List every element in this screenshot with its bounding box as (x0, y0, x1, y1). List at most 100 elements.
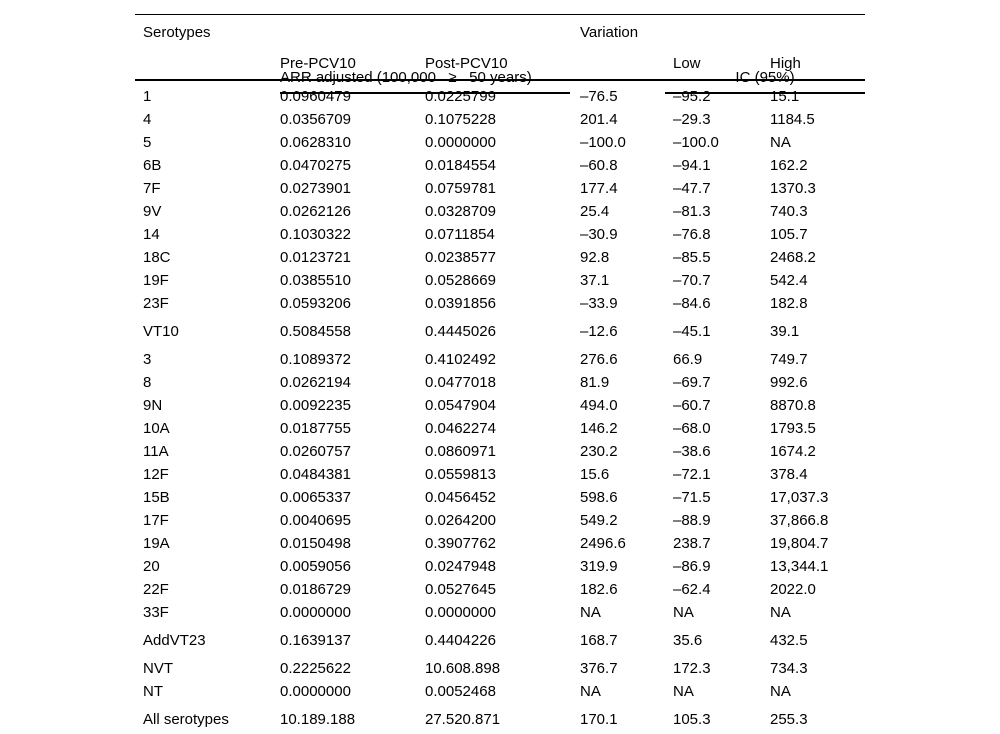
cell-post: 0.0527645 (425, 581, 496, 598)
cell-high: 1184.5 (770, 111, 815, 128)
cell-post: 0.0759781 (425, 180, 496, 197)
cell-low: –84.6 (673, 295, 711, 312)
header-arr-group-label: ARR adjusted (100,000 ≥ 50 years) (280, 69, 532, 86)
header-variation: Variation (580, 17, 673, 48)
subheader-post-pcv10: Post-PCV10 (425, 55, 508, 72)
cell-high: 1674.2 (770, 443, 816, 460)
cell-serotype: NT (143, 683, 163, 700)
cell-post: 0.4102492 (425, 351, 496, 368)
cell-pre: 0.0065337 (280, 489, 351, 506)
cell-high: 15.1 (770, 88, 800, 105)
header-variation-label: Variation (580, 24, 639, 41)
table-row: 12F 0.0484381 0.0559813 15.6 –72.1 378.4 (135, 463, 865, 486)
cell-variation: 177.4 (580, 180, 618, 197)
cell-variation: 25.4 (580, 203, 610, 220)
cell-variation: 81.9 (580, 374, 610, 391)
cell-high: 37,866.8 (770, 512, 829, 529)
cell-post: 0.0528669 (425, 272, 496, 289)
cell-variation: 15.6 (580, 466, 610, 483)
cell-serotype: 19F (143, 272, 169, 289)
cell-variation: 146.2 (580, 420, 618, 437)
cell-variation: 276.6 (580, 351, 618, 368)
cell-pre: 0.0186729 (280, 581, 351, 598)
cell-pre: 0.0960479 (280, 88, 351, 105)
cell-serotype: 19A (143, 535, 170, 552)
cell-high: NA (770, 134, 791, 151)
cell-post: 0.0264200 (425, 512, 496, 529)
cell-post: 0.0225799 (425, 88, 496, 105)
cell-low: 35.6 (673, 632, 703, 649)
cell-post: 0.0711854 (425, 226, 495, 243)
cell-low: –45.1 (673, 323, 711, 340)
cell-post: 0.0000000 (425, 134, 496, 151)
cell-serotype: 7F (143, 180, 161, 197)
cell-pre: 0.0000000 (280, 683, 351, 700)
cell-serotype: 5 (143, 134, 152, 151)
table-body: 1 0.0960479 0.0225799 –76.5 –95.2 15.1 4 0.0356… (135, 81, 865, 734)
cell-variation: –33.9 (580, 295, 618, 312)
cell-variation: 376.7 (580, 660, 618, 677)
table-header-group-row: Serotypes ARR adjusted (100,000 ≥ 50 yea… (135, 15, 865, 94)
cell-serotype: NVT (143, 660, 173, 677)
cell-post: 0.0462274 (425, 420, 496, 437)
cell-low: 238.7 (673, 535, 711, 552)
cell-low: –86.9 (673, 558, 711, 575)
cell-high: NA (770, 604, 791, 621)
cell-serotype: 17F (143, 512, 169, 529)
cell-variation: 92.8 (580, 249, 610, 266)
cell-variation: 2496.6 (580, 535, 626, 552)
cell-variation: 319.9 (580, 558, 618, 575)
table-row: 18C 0.0123721 0.0238577 92.8 –85.5 2468.2 (135, 246, 865, 269)
cell-serotype: 33F (143, 604, 169, 621)
subheader-low: Low (673, 55, 701, 72)
cell-post: 0.3907762 (425, 535, 496, 552)
cell-variation: 549.2 (580, 512, 618, 529)
cell-pre: 0.0356709 (280, 111, 351, 128)
cell-serotype: 11A (143, 443, 169, 460)
cell-high: 378.4 (770, 466, 808, 483)
cell-low: –85.5 (673, 249, 711, 266)
cell-post: 0.0052468 (425, 683, 496, 700)
cell-post: 0.1075228 (425, 111, 496, 128)
header-serotypes: Serotypes (143, 24, 211, 41)
cell-high: 13,344.1 (770, 558, 829, 575)
cell-low: –60.7 (673, 397, 711, 414)
cell-high: 182.8 (770, 295, 808, 312)
table-row: 23F 0.0593206 0.0391856 –33.9 –84.6 182.8 (135, 292, 865, 315)
cell-serotype: 18C (143, 249, 171, 266)
cell-high: 749.7 (770, 351, 808, 368)
serotype-incidence-table: Serotypes ARR adjusted (100,000 ≥ 50 yea… (135, 14, 865, 734)
cell-pre: 0.5084558 (280, 323, 351, 340)
table-row: 22F 0.0186729 0.0527645 182.6 –62.4 2022.0 (135, 578, 865, 601)
cell-post: 0.0477018 (425, 374, 496, 391)
cell-low: NA (673, 604, 694, 621)
table-row: AddVT23 0.1639137 0.4404226 168.7 35.6 432.5 (135, 629, 865, 652)
cell-low: –62.4 (673, 581, 711, 598)
cell-serotype: 3 (143, 351, 152, 368)
cell-low: –100.0 (673, 134, 719, 151)
cell-high: 734.3 (770, 660, 808, 677)
cell-post: 27.520.871 (425, 711, 501, 728)
cell-serotype: 1 (143, 88, 152, 105)
cell-pre: 0.0470275 (280, 157, 351, 174)
cell-pre: 0.0150498 (280, 535, 351, 552)
cell-variation: NA (580, 604, 601, 621)
cell-pre: 0.0187755 (280, 420, 351, 437)
cell-pre: 0.0262194 (280, 374, 351, 391)
cell-pre: 0.1089372 (280, 351, 351, 368)
cell-low: –69.7 (673, 374, 711, 391)
cell-serotype: All serotypes (143, 711, 229, 728)
cell-pre: 0.0260757 (280, 443, 351, 460)
cell-post: 0.0000000 (425, 604, 496, 621)
table-row: 6B 0.0470275 0.0184554 –60.8 –94.1 162.2 (135, 154, 865, 177)
table-row: All serotypes 10.189.188 27.520.871 170.1 10… (135, 708, 865, 731)
cell-variation: 201.4 (580, 111, 618, 128)
cell-serotype: VT10 (143, 323, 179, 340)
cell-variation: –76.5 (580, 88, 618, 105)
cell-variation: –60.8 (580, 157, 618, 174)
cell-pre: 0.0628310 (280, 134, 351, 151)
cell-serotype: 9V (143, 203, 162, 220)
cell-serotype: 23F (143, 295, 169, 312)
cell-pre: 0.0123721 (280, 249, 351, 266)
table-row: 8 0.0262194 0.0477018 81.9 –69.7 992.6 (135, 371, 865, 394)
